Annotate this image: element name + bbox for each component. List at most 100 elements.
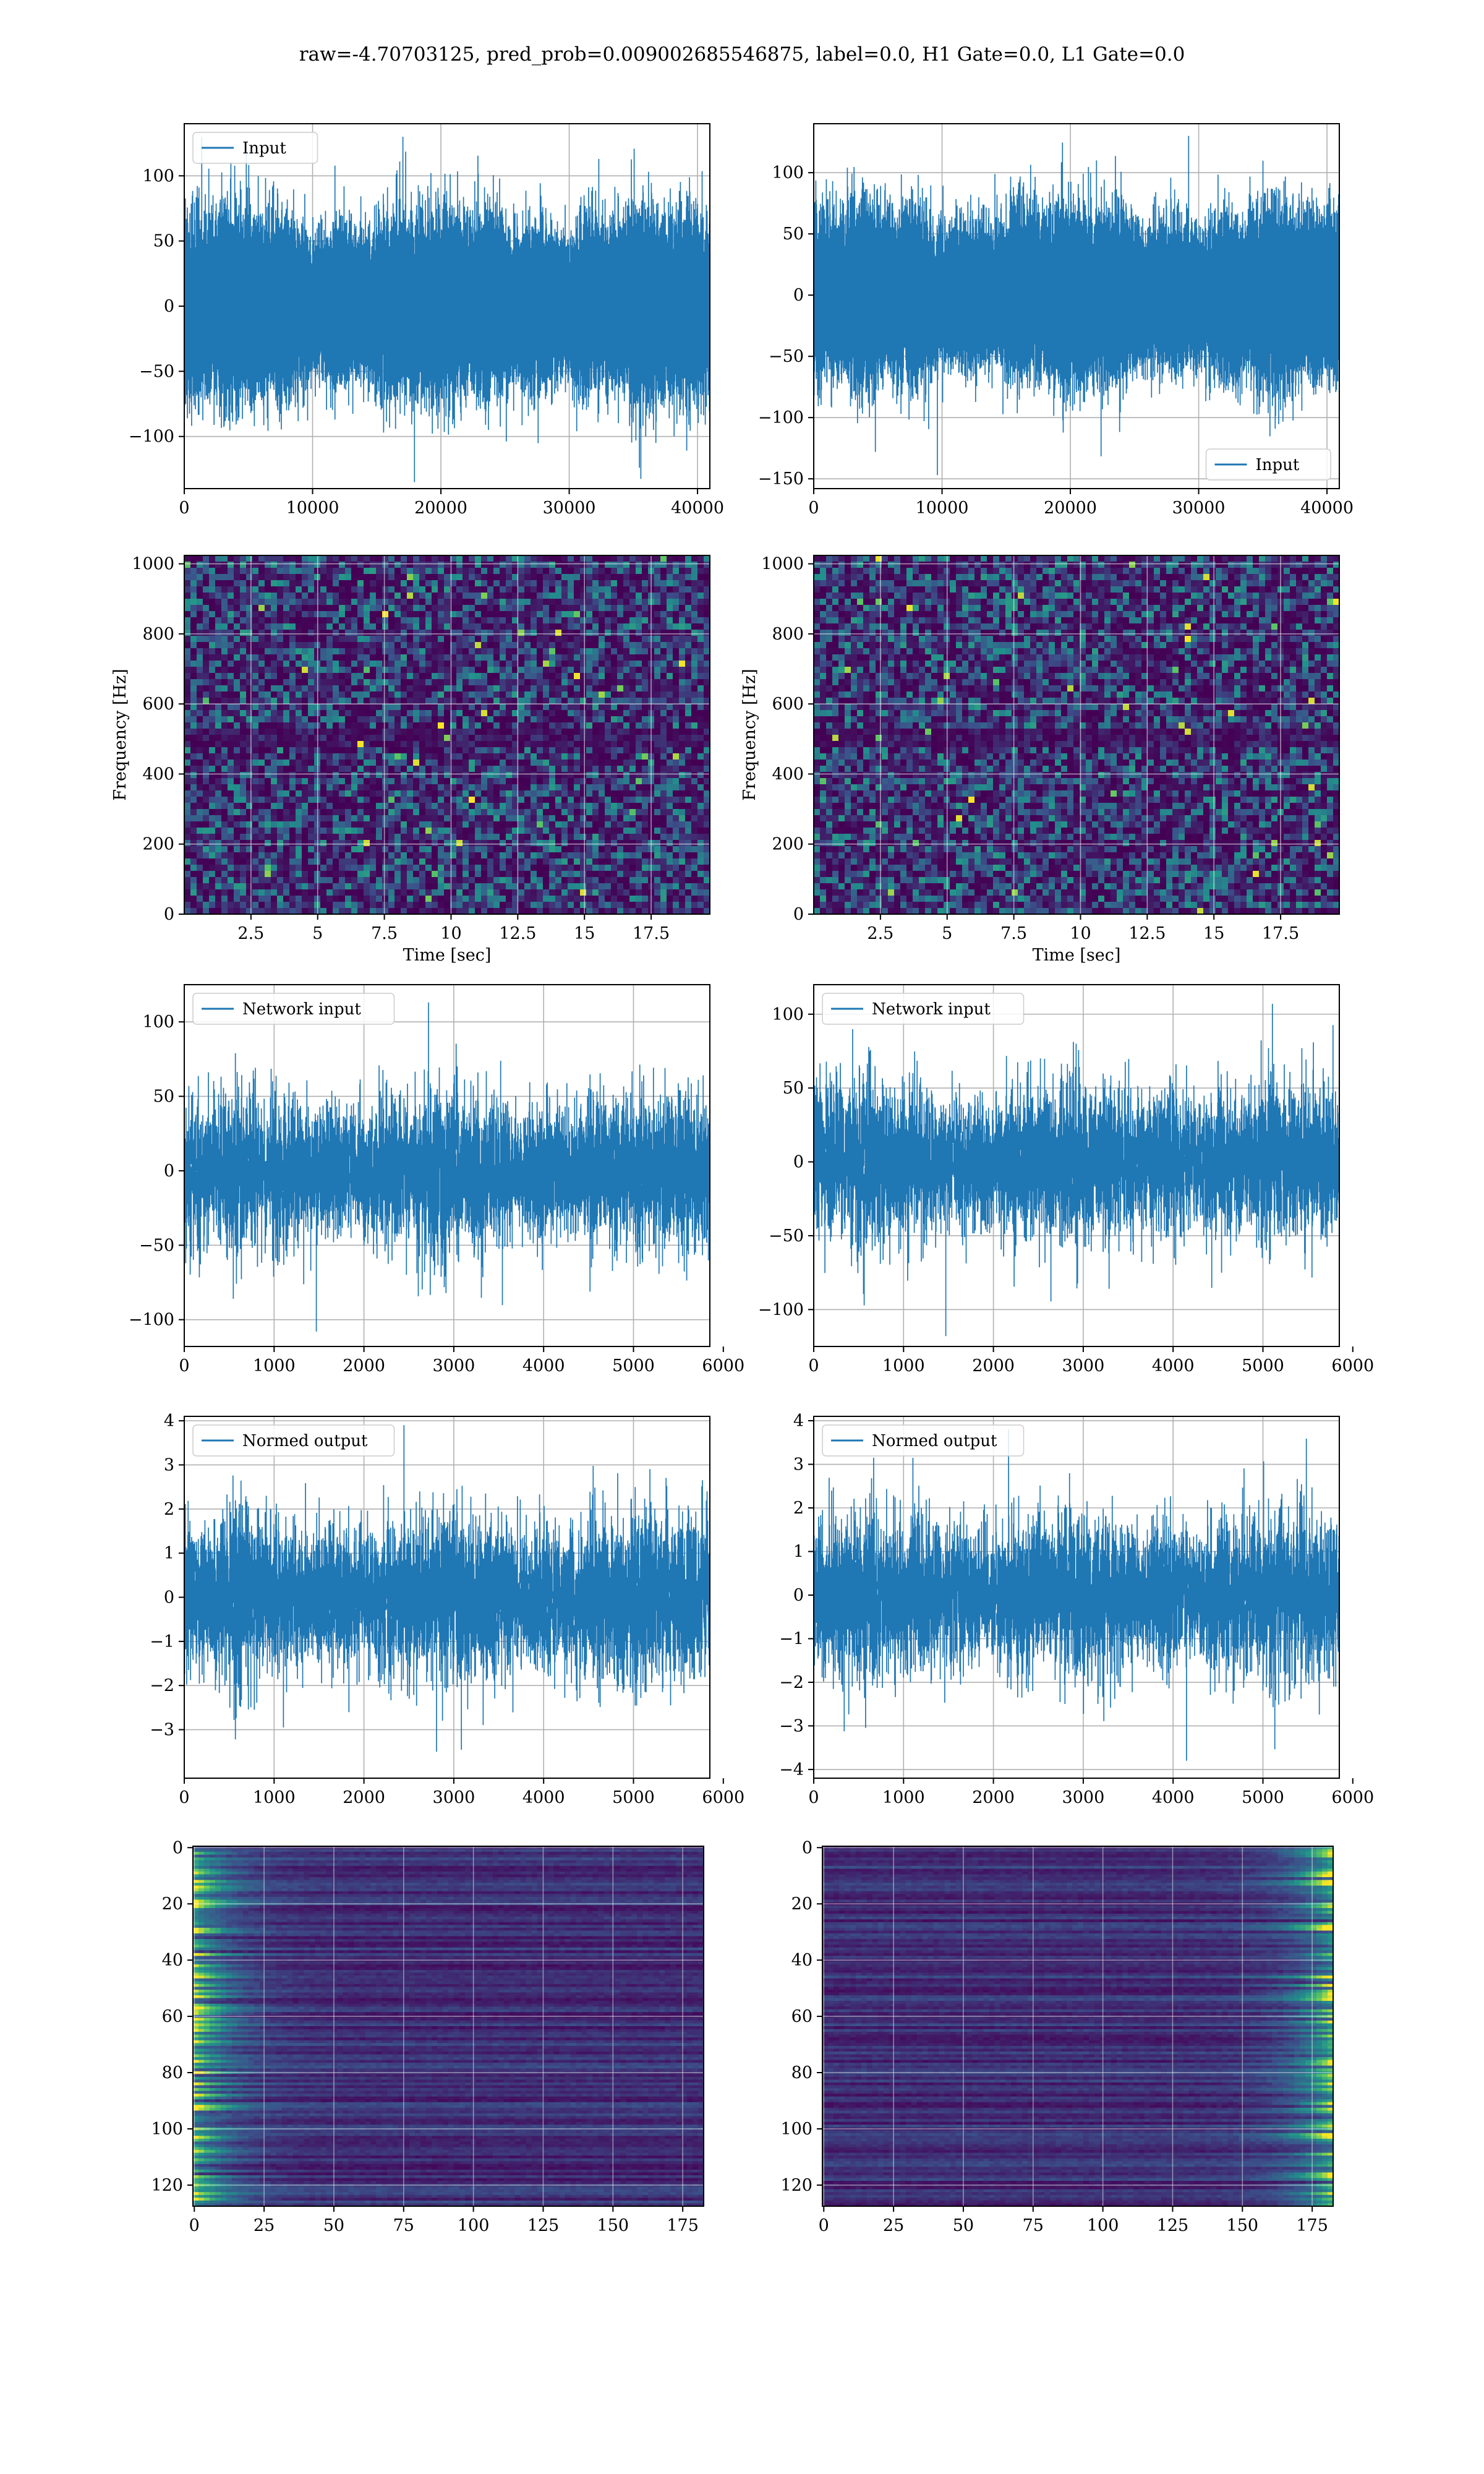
feature-map-h1-xtick-label-3: 75: [393, 2216, 414, 2235]
spectrogram-h1-xtick-label-2: 7.5: [371, 924, 398, 943]
input-l1-ytick-label-3: 0: [793, 286, 804, 305]
input-h1-xtick-label-0: 0: [179, 499, 189, 518]
spectrogram-h1-ytick-label-5: 1000: [132, 555, 174, 574]
network-input-h1-xtick-label-3: 3000: [433, 1356, 475, 1376]
feature-map-h1-xtick-label-6: 150: [597, 2216, 629, 2235]
normed-output-l1-xtick-label-3: 3000: [1062, 1788, 1105, 1807]
input-h1-ytick-label-1: −50: [139, 362, 174, 381]
input-l1-xtick-label-1: 10000: [916, 499, 969, 518]
feature-map-h1-ytick-label-0: 0: [173, 1838, 183, 1857]
network-input-l1-xtick-label-4: 4000: [1152, 1356, 1195, 1376]
input-l1-ytick-label-4: 50: [783, 225, 804, 244]
input-l1-ytick-label-2: −50: [769, 347, 804, 366]
feature-map-l1-ytick-label-3: 60: [791, 2007, 812, 2026]
spectrogram-l1-xlabel: Time [sec]: [1033, 946, 1121, 965]
feature-map-l1-axes-frame: [822, 1846, 1334, 2207]
network-input-h1-xtick-label-6: 6000: [702, 1356, 744, 1376]
normed-output-l1-xtick-label-4: 4000: [1152, 1788, 1195, 1807]
feature-map-h1-ytick-label-2: 40: [162, 1951, 183, 1970]
feature-map-l1-ytick-label-0: 0: [802, 1838, 812, 1857]
normed-output-h1-xtick-label-4: 4000: [522, 1788, 565, 1807]
spectrogram-h1-ytick-label-1: 200: [142, 835, 174, 854]
spectrogram-h1-xtick-label-5: 15: [574, 924, 595, 943]
network-input-h1-ytick-label-2: 0: [164, 1162, 174, 1181]
feature-map-h1-ytick-label-5: 100: [151, 2120, 183, 2139]
network-input-l1-xtick-label-6: 6000: [1331, 1356, 1374, 1376]
feature-map-l1-ytick-label-5: 100: [780, 2120, 812, 2139]
normed-output-h1-ytick-label-5: 2: [164, 1500, 174, 1519]
normed-output-l1-ytick-label-5: 1: [793, 1542, 804, 1561]
spectrogram-h1-xtick-label-6: 17.5: [633, 924, 670, 943]
normed-output-l1-xtick-label-0: 0: [808, 1788, 819, 1807]
network-input-l1-xtick-label-0: 0: [808, 1356, 819, 1376]
network-input-h1-xtick-label-0: 0: [179, 1356, 189, 1376]
spectrogram-l1-xtick-label-2: 7.5: [1000, 924, 1027, 943]
spectrogram-l1-ytick-label-5: 1000: [761, 555, 804, 574]
normed-output-l1-xtick-label-5: 5000: [1242, 1788, 1284, 1807]
normed-output-l1-legend-label: Normed output: [872, 1432, 997, 1450]
spectrogram-l1-xtick-label-3: 10: [1070, 924, 1091, 943]
spectrogram-h1-xtick-label-4: 12.5: [499, 924, 536, 943]
network-input-l1-ytick-label-1: −50: [769, 1226, 804, 1246]
network-input-l1-legend: [822, 993, 1025, 1025]
spectrogram-h1-xlabel: Time [sec]: [403, 946, 492, 965]
normed-output-h1-xtick-label-2: 2000: [343, 1788, 385, 1807]
network-input-l1-ytick-label-2: 0: [793, 1153, 804, 1172]
spectrogram-h1-axes-frame: [184, 555, 710, 915]
feature-map-h1-xtick-label-7: 175: [667, 2216, 699, 2235]
normed-output-h1-xtick-label-5: 5000: [612, 1788, 655, 1807]
network-input-h1-xtick-label-1: 1000: [253, 1356, 296, 1376]
normed-output-h1-xtick-label-3: 3000: [433, 1788, 475, 1807]
feature-map-h1-xtick-label-1: 25: [254, 2216, 275, 2235]
normed-output-l1-ytick-label-2: −2: [779, 1673, 804, 1692]
feature-map-l1-ytick-label-1: 20: [791, 1894, 812, 1914]
network-input-h1-ytick-label-3: 50: [153, 1087, 174, 1106]
input-l1-legend-label: Input: [1256, 456, 1300, 474]
feature-map-l1-xtick-label-2: 50: [953, 2216, 974, 2235]
normed-output-l1-ytick-label-7: 3: [793, 1455, 804, 1475]
spectrogram-h1-ytick-label-0: 0: [164, 905, 174, 924]
network-input-h1-axes-border: [184, 984, 710, 1347]
spectrogram-l1-ylabel: Frequency [Hz]: [740, 669, 759, 800]
spectrogram-l1-xtick-label-6: 17.5: [1262, 924, 1299, 943]
spectrogram-h1-xtick-label-0: 2.5: [237, 924, 264, 943]
normed-output-l1-legend: [822, 1424, 1025, 1457]
input-h1-legend: [192, 132, 318, 164]
spectrogram-l1-image: [814, 555, 1340, 915]
spectrogram-l1-xtick-label-1: 5: [942, 924, 952, 943]
spectrogram-h1-xtick-label-1: 5: [312, 924, 323, 943]
feature-map-l1-ytick-label-4: 80: [791, 2063, 812, 2082]
spectrogram-h1-ytick-label-3: 600: [142, 695, 174, 714]
normed-output-l1-xtick-label-6: 6000: [1331, 1788, 1374, 1807]
normed-output-l1-ytick-label-4: 0: [793, 1586, 804, 1605]
normed-output-l1-xtick-label-1: 1000: [882, 1788, 925, 1807]
network-input-l1-ytick-label-0: −100: [758, 1300, 804, 1319]
network-input-h1-legend: [192, 993, 395, 1025]
normed-output-h1-ytick-label-0: −3: [150, 1721, 174, 1740]
feature-map-h1-xtick-label-2: 50: [323, 2216, 344, 2235]
normed-output-h1-xtick-label-6: 6000: [702, 1788, 744, 1807]
normed-output-h1-ytick-label-2: −1: [150, 1632, 174, 1651]
feature-map-l1-xtick-label-3: 75: [1023, 2216, 1044, 2235]
network-input-h1-xtick-label-4: 4000: [522, 1356, 565, 1376]
spectrogram-h1-ytick-label-2: 400: [142, 764, 174, 784]
network-input-l1-xtick-label-2: 2000: [972, 1356, 1015, 1376]
feature-map-l1-xtick-label-1: 25: [883, 2216, 904, 2235]
normed-output-h1-ytick-label-3: 0: [164, 1588, 174, 1607]
input-h1-xtick-label-4: 40000: [671, 499, 724, 518]
network-input-h1-xtick-label-2: 2000: [343, 1356, 385, 1376]
feature-map-l1-xtick-label-0: 0: [819, 2216, 829, 2235]
normed-output-h1-ytick-label-7: 4: [164, 1411, 174, 1431]
input-h1-xtick-label-1: 10000: [286, 499, 339, 518]
feature-map-l1-image: [822, 1846, 1334, 2207]
input-l1-axes-border: [813, 123, 1340, 489]
spectrogram-l1-ytick-label-3: 600: [772, 695, 804, 714]
normed-output-l1-ytick-label-1: −3: [779, 1716, 804, 1736]
input-l1-ytick-label-0: −150: [758, 469, 804, 489]
normed-output-h1-ytick-label-1: −2: [150, 1676, 174, 1695]
normed-output-l1-xtick-label-2: 2000: [972, 1788, 1015, 1807]
feature-map-h1-ytick-label-3: 60: [162, 2007, 183, 2026]
feature-map-h1-ytick-label-4: 80: [162, 2063, 183, 2082]
network-input-l1-axes-border: [813, 984, 1340, 1347]
feature-map-l1-xtick-label-5: 125: [1157, 2216, 1189, 2235]
